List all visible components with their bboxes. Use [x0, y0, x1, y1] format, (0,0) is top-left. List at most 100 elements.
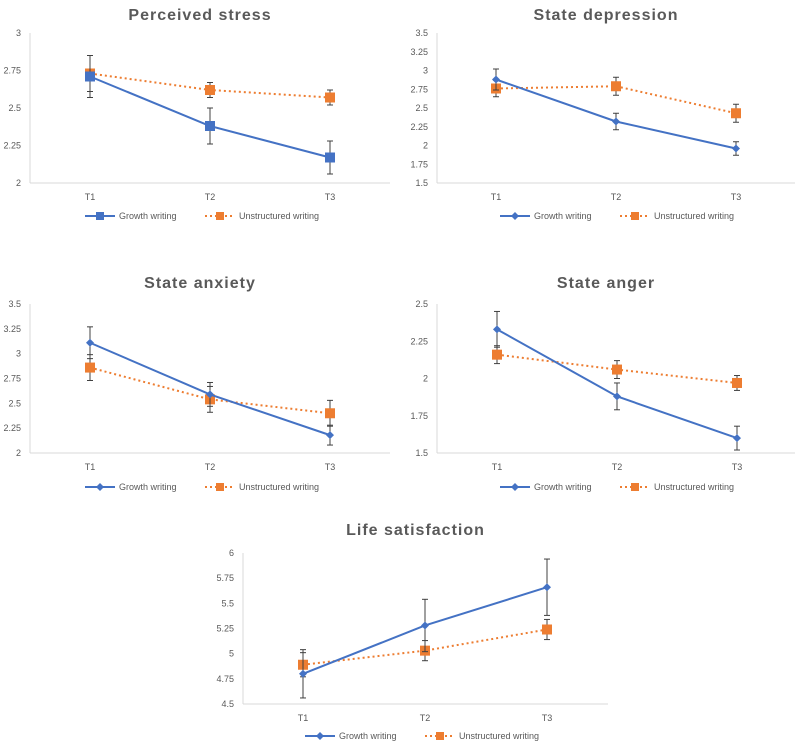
- y-tick-label: 2.25: [3, 423, 21, 433]
- y-tick-label: 5.75: [216, 573, 234, 583]
- legend-label: Unstructured writing: [459, 731, 539, 741]
- y-tick-label: 2: [423, 374, 428, 384]
- legend-marker: [511, 483, 519, 491]
- y-tick-label: 2: [16, 178, 21, 188]
- series-line-unstructured: [89, 366, 331, 415]
- data-point: [731, 108, 741, 119]
- chart-4: Life satisfaction 4.5 4.75 5 5.25 5.5 5.75 6 T1 T…: [216, 522, 608, 741]
- data-point: [421, 621, 429, 630]
- y-tick-label: 1.5: [415, 448, 428, 458]
- y-tick-label: 3: [423, 66, 428, 76]
- y-tick-label: 2.25: [3, 141, 21, 151]
- y-tick-label: 2.75: [410, 84, 428, 94]
- y-tick-label: 4.5: [221, 699, 234, 709]
- legend-marker: [316, 732, 324, 740]
- legend-marker: [216, 483, 224, 491]
- legend-label: Growth writing: [339, 731, 397, 741]
- data-point: [613, 392, 621, 401]
- data-point: [492, 75, 500, 84]
- legend-label: Growth writing: [119, 482, 177, 492]
- y-tick-label: 4.75: [216, 674, 234, 684]
- y-tick-label: 5.5: [221, 598, 234, 608]
- legend-marker: [436, 732, 444, 740]
- data-point: [732, 144, 740, 153]
- x-tick-label: T2: [205, 192, 216, 202]
- y-tick-label: 3.25: [3, 324, 21, 334]
- data-point: [205, 85, 215, 95]
- x-tick-label: T2: [205, 462, 216, 472]
- data-point: [85, 362, 95, 373]
- y-tick-label: 2.5: [8, 398, 21, 408]
- data-point: [205, 121, 215, 131]
- x-tick-label: T3: [732, 462, 743, 472]
- chart-title: State depression: [534, 7, 679, 24]
- y-tick-label: 2.75: [3, 66, 21, 76]
- y-tick-label: 3.5: [415, 28, 428, 38]
- y-tick-label: 2.5: [415, 103, 428, 113]
- data-point: [326, 431, 334, 440]
- y-tick-label: 3: [16, 349, 21, 359]
- series-line-unstructured: [302, 628, 548, 666]
- x-tick-label: T3: [542, 713, 553, 723]
- y-tick-label: 2.25: [410, 122, 428, 132]
- y-tick-label: 3: [16, 28, 21, 38]
- y-tick-label: 1.5: [415, 178, 428, 188]
- data-point: [733, 434, 741, 443]
- legend-label: Unstructured writing: [654, 482, 734, 492]
- legend-marker: [631, 212, 639, 220]
- data-point: [325, 92, 335, 103]
- data-point: [325, 408, 335, 419]
- chart-2: State anxiety 2 2.25 2.5 2.75 3 3.25 3.5 T1 T2 T3 G…: [3, 275, 390, 492]
- x-tick-label: T1: [85, 192, 96, 202]
- chart-1: State depression 1.5 1.75 2 2.25 2.5 2.75 3 3.25…: [410, 7, 795, 221]
- x-tick-label: T1: [298, 713, 309, 723]
- data-point: [492, 349, 502, 360]
- data-point: [543, 583, 551, 592]
- legend-label: Growth writing: [119, 211, 177, 221]
- legend-label: Unstructured writing: [239, 482, 319, 492]
- chart-0: Perceived stress 2 2.25 2.5 2.75 3 T1 T2 T3 Growt…: [3, 7, 390, 221]
- y-tick-label: 2.5: [8, 103, 21, 113]
- data-point: [86, 338, 94, 347]
- y-tick-label: 2.75: [3, 374, 21, 384]
- data-point: [612, 364, 622, 375]
- y-tick-label: 5.25: [216, 624, 234, 634]
- data-point: [611, 81, 621, 92]
- x-tick-label: T2: [420, 713, 431, 723]
- legend-marker: [511, 212, 519, 220]
- data-point: [612, 117, 620, 126]
- data-point: [206, 390, 214, 399]
- data-point: [325, 152, 335, 163]
- chart-3: State anger 1.5 1.75 2 2.25 2.5 T1 T2 T3 Growth w…: [410, 275, 795, 492]
- y-tick-label: 1.75: [410, 411, 428, 421]
- y-tick-label: 1.75: [410, 159, 428, 169]
- y-tick-label: 6: [229, 548, 234, 558]
- x-tick-label: T1: [492, 462, 503, 472]
- y-tick-label: 5: [229, 649, 234, 659]
- x-tick-label: T3: [325, 462, 336, 472]
- y-tick-label: 3.5: [8, 299, 21, 309]
- data-point: [85, 71, 95, 82]
- x-tick-label: T2: [611, 192, 622, 202]
- data-point: [493, 325, 501, 334]
- y-tick-label: 2.25: [410, 336, 428, 346]
- legend-label: Growth writing: [534, 482, 592, 492]
- chart-title: State anxiety: [144, 275, 256, 292]
- chart-title: State anger: [557, 275, 655, 292]
- data-point: [732, 377, 742, 388]
- data-point: [542, 624, 552, 635]
- y-tick-label: 2: [423, 141, 428, 151]
- y-tick-label: 2.5: [415, 299, 428, 309]
- legend-marker: [216, 212, 224, 220]
- y-tick-label: 2: [16, 448, 21, 458]
- legend-label: Growth writing: [534, 211, 592, 221]
- x-tick-label: T2: [612, 462, 623, 472]
- y-tick-label: 3.25: [410, 47, 428, 57]
- x-tick-label: T1: [85, 462, 96, 472]
- legend-label: Unstructured writing: [654, 211, 734, 221]
- x-tick-label: T3: [731, 192, 742, 202]
- x-tick-label: T3: [325, 192, 336, 202]
- data-point: [299, 669, 307, 678]
- legend-marker: [96, 212, 104, 220]
